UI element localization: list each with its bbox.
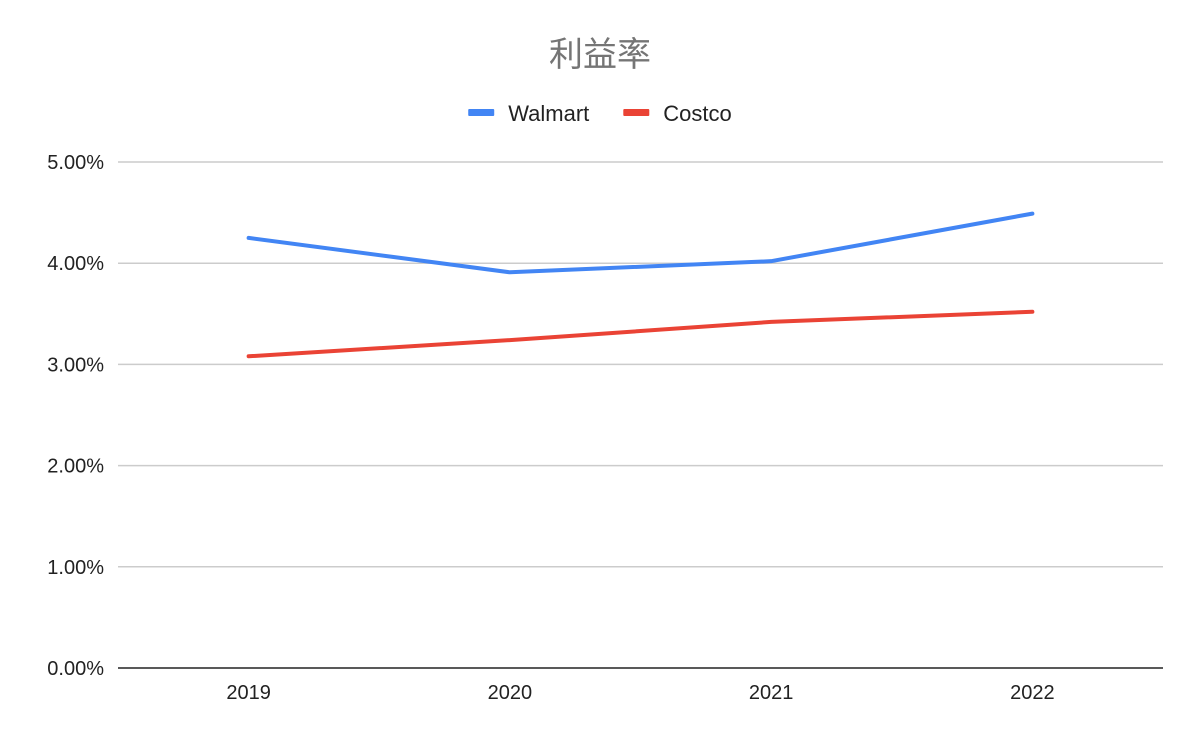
y-tick-label: 0.00% [47, 658, 104, 680]
x-axis-tick-labels: 2019 2020 2021 2022 [226, 682, 1054, 704]
legend-item[interactable]: Walmart [468, 101, 589, 126]
series-line-costco [249, 312, 1033, 357]
legend-item[interactable]: Costco [623, 101, 731, 126]
y-tick-label: 2.00% [47, 456, 104, 478]
gridlines [118, 162, 1163, 567]
series-lines [249, 214, 1033, 357]
y-tick-label: 1.00% [47, 557, 104, 579]
legend: Walmart Costco [468, 101, 732, 126]
legend-label: Walmart [508, 101, 589, 126]
x-tick-label: 2019 [226, 682, 271, 704]
x-tick-label: 2022 [1010, 682, 1055, 704]
y-tick-label: 5.00% [47, 152, 104, 174]
y-tick-label: 4.00% [47, 253, 104, 275]
y-axis-tick-labels: 0.00% 1.00% 2.00% 3.00% 4.00% 5.00% [47, 152, 104, 680]
y-tick-label: 3.00% [47, 354, 104, 376]
legend-label: Costco [663, 101, 731, 126]
legend-swatch [468, 109, 494, 116]
x-tick-label: 2020 [488, 682, 533, 704]
chart-title: 利益率 [549, 36, 651, 74]
legend-swatch [623, 109, 649, 116]
x-tick-label: 2021 [749, 682, 794, 704]
